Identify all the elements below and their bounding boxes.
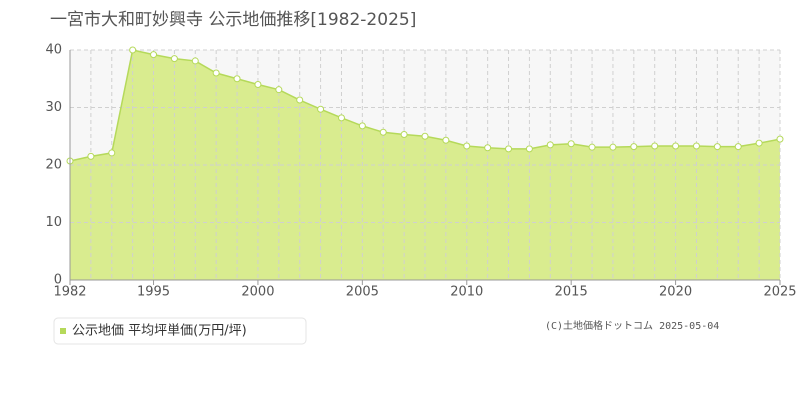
legend-label: 公示地価 平均坪単価(万円/坪)	[72, 323, 247, 339]
legend-box	[53, 317, 307, 345]
x-tick-label: 2010	[450, 285, 483, 300]
point	[421, 132, 429, 140]
point	[358, 122, 366, 130]
point	[692, 142, 700, 150]
point	[337, 114, 345, 122]
point	[525, 145, 533, 153]
y-tick-label: 20	[45, 158, 62, 173]
point	[546, 141, 554, 149]
point	[776, 135, 784, 143]
point	[484, 144, 492, 152]
point	[150, 51, 158, 59]
point	[463, 142, 471, 150]
point	[651, 142, 659, 150]
x-tick-label: 2025	[763, 285, 796, 300]
point	[317, 105, 325, 113]
point	[505, 145, 513, 153]
point	[609, 143, 617, 151]
x-tick-label: 2020	[659, 285, 692, 300]
point	[713, 143, 721, 151]
legend-swatch	[60, 328, 66, 334]
point	[296, 96, 304, 104]
y-tick-label: 0	[54, 273, 62, 288]
point	[212, 69, 220, 77]
point	[170, 55, 178, 63]
point	[379, 128, 387, 136]
point	[442, 136, 450, 144]
point	[254, 81, 262, 88]
point	[755, 139, 763, 147]
point	[630, 143, 638, 151]
point	[567, 140, 575, 148]
y-tick-label: 10	[45, 215, 62, 230]
point	[191, 57, 199, 65]
x-tick-label: 1995	[137, 285, 170, 300]
x-tick-label: 2015	[555, 285, 588, 300]
point	[672, 142, 680, 150]
point	[275, 86, 283, 94]
point	[108, 149, 116, 157]
x-tick-label: 1982	[53, 285, 86, 300]
copyright: (C)土地価格ドットコム 2025-05-04	[545, 319, 719, 332]
point	[233, 75, 241, 83]
y-tick-label: 40	[45, 43, 62, 58]
point	[400, 131, 408, 139]
point	[734, 143, 742, 151]
point	[588, 143, 596, 151]
chart-title: 一宮市大和町妙興寺 公示地価推移[1982-2025]	[50, 10, 416, 30]
x-tick-label: 2005	[346, 285, 379, 300]
point	[129, 46, 137, 54]
point	[87, 152, 95, 160]
x-tick-label: 2000	[241, 285, 274, 300]
y-tick-label: 30	[45, 100, 62, 115]
